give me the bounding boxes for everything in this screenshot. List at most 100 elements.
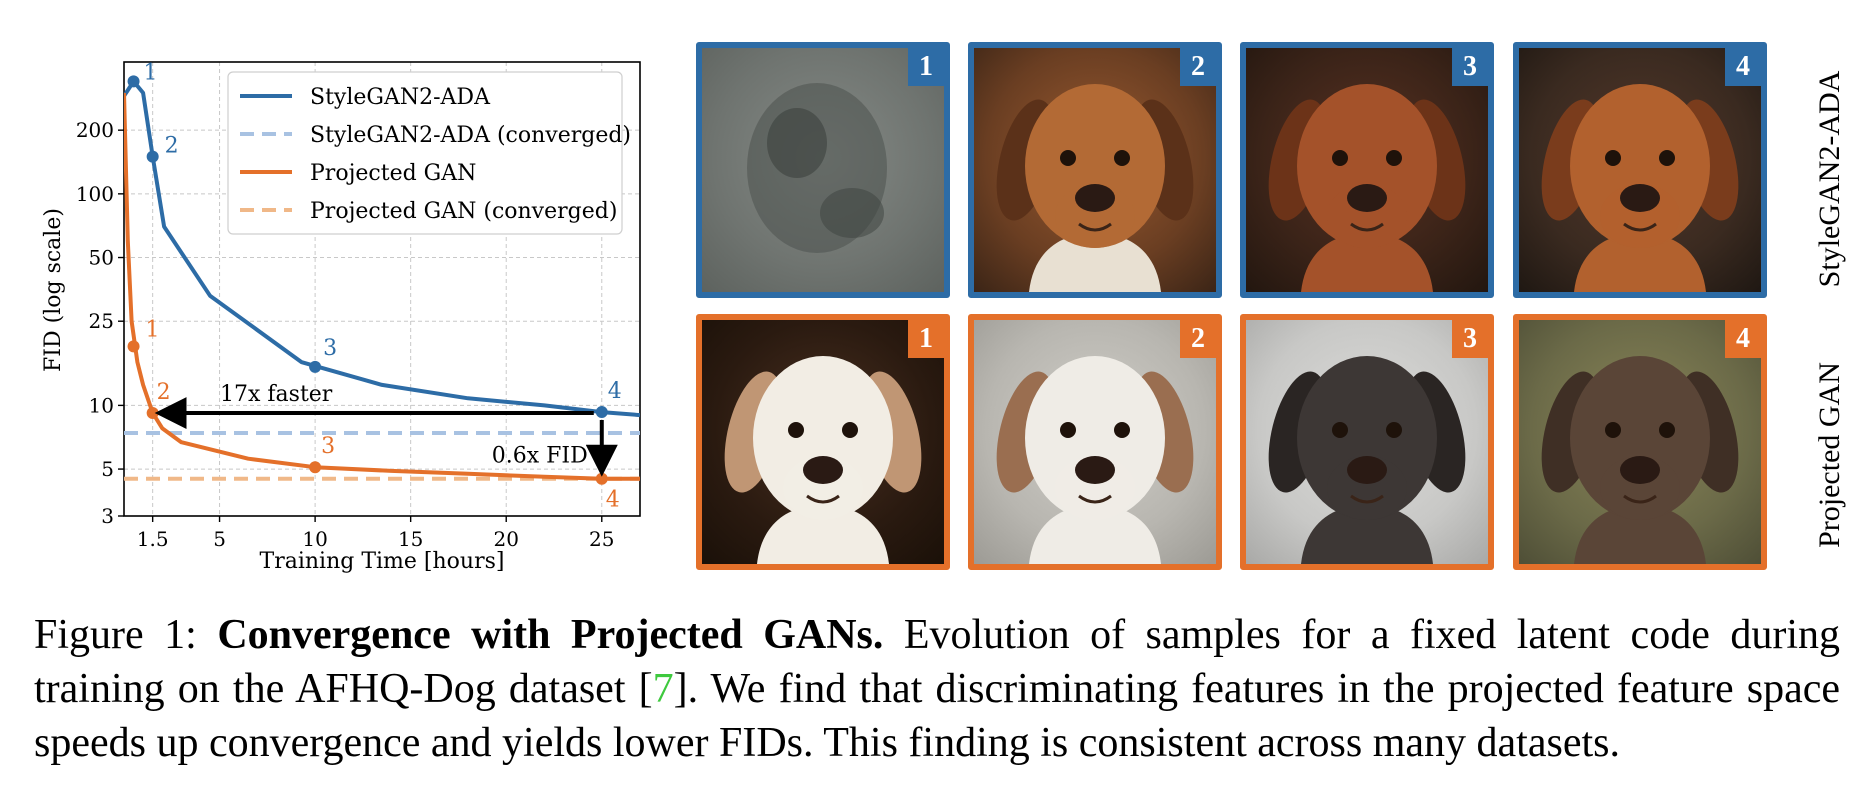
dog-chest bbox=[1574, 233, 1706, 292]
noise-blob bbox=[767, 108, 827, 178]
stylegan-marker bbox=[146, 150, 159, 163]
dog-chest bbox=[1301, 505, 1433, 564]
annotations: 17x faster 0.6x FID bbox=[154, 382, 618, 477]
y-tick-label: 50 bbox=[89, 246, 114, 270]
dog-chest bbox=[1029, 505, 1161, 564]
dog-nose bbox=[1620, 184, 1660, 212]
dog-eye-right bbox=[1659, 150, 1675, 166]
legend-label-projected-converged: Projected GAN (converged) bbox=[310, 199, 617, 224]
projected-marker bbox=[127, 340, 140, 353]
faster-annotation: 17x faster bbox=[220, 382, 333, 407]
dog-nose bbox=[1347, 184, 1387, 212]
dog-muzzle bbox=[783, 456, 863, 520]
dog-chest bbox=[757, 505, 889, 564]
figure-caption: Figure 1: Convergence with Projected GAN… bbox=[34, 608, 1840, 770]
dog-eye-right bbox=[1114, 422, 1130, 438]
dog-chest bbox=[1301, 233, 1433, 292]
dog-eye-left bbox=[1332, 422, 1348, 438]
dog-mouth bbox=[806, 494, 840, 504]
fid-annotation: 0.6x FID bbox=[492, 443, 588, 468]
projected-sample-3: 3 bbox=[1240, 314, 1494, 570]
stylegan-marker-label: 3 bbox=[323, 336, 337, 361]
dog-mouth bbox=[1078, 222, 1112, 232]
dog-eye-left bbox=[1605, 150, 1621, 166]
dog-nose bbox=[1075, 456, 1115, 484]
x-tick-label: 20 bbox=[493, 527, 518, 551]
dog-chest bbox=[1574, 505, 1706, 564]
caption-text-2: ]. We find that discriminating features … bbox=[34, 666, 1841, 766]
sample-number-badge: 2 bbox=[1180, 48, 1216, 86]
y-tick-label: 10 bbox=[89, 393, 114, 417]
dog-mouth bbox=[1623, 494, 1657, 504]
dog-eye-left bbox=[788, 422, 804, 438]
dog-eye-left bbox=[1060, 150, 1076, 166]
x-tick-label: 10 bbox=[302, 527, 327, 551]
dog-mouth bbox=[1350, 222, 1384, 232]
series-markers: 1 2 3 4 1 2 3 4 bbox=[127, 60, 622, 513]
dog-eye-right bbox=[1659, 422, 1675, 438]
dog-mouth bbox=[1350, 494, 1384, 504]
sample-number-badge: 1 bbox=[908, 48, 944, 86]
series-lines bbox=[124, 79, 640, 481]
sample-number-badge: 3 bbox=[1452, 320, 1488, 358]
x-tick-label: 5 bbox=[213, 527, 226, 551]
sample-image bbox=[1519, 320, 1761, 564]
sample-number-badge: 4 bbox=[1725, 320, 1761, 358]
stylegan-line bbox=[124, 79, 640, 418]
dog-mouth bbox=[1078, 494, 1112, 504]
projected-marker-label: 2 bbox=[157, 380, 171, 405]
stylegan-sample-1: 1 bbox=[696, 42, 950, 298]
projected-sample-2: 2 bbox=[968, 314, 1222, 570]
projected-marker-label: 1 bbox=[146, 317, 160, 342]
dog-eye-right bbox=[1114, 150, 1130, 166]
dog-muzzle bbox=[1055, 456, 1135, 520]
dog-nose bbox=[803, 456, 843, 484]
projected-marker bbox=[595, 472, 608, 485]
stylegan-marker-label: 4 bbox=[608, 379, 622, 404]
sample-image bbox=[702, 320, 944, 564]
dog-eye-right bbox=[1386, 422, 1402, 438]
dog-mouth bbox=[1623, 222, 1657, 232]
projected-sample-4: 4 bbox=[1513, 314, 1767, 570]
sample-number-badge: 1 bbox=[908, 320, 944, 358]
stylegan-sample-2: 2 bbox=[968, 42, 1222, 298]
legend-label-projected: Projected GAN bbox=[310, 161, 476, 186]
legend: StyleGAN2-ADA StyleGAN2-ADA (converged) … bbox=[227, 71, 631, 235]
sample-number-badge: 4 bbox=[1725, 48, 1761, 86]
sample-image bbox=[702, 48, 944, 292]
legend-box bbox=[227, 71, 623, 235]
caption-label: Figure 1: bbox=[34, 612, 218, 658]
stylegan-sample-4: 4 bbox=[1513, 42, 1767, 298]
projected-marker bbox=[309, 461, 322, 474]
sample-number-badge: 3 bbox=[1452, 48, 1488, 86]
stylegan-marker bbox=[127, 75, 140, 88]
row-label-stylegan: StyleGAN2-ADA bbox=[1813, 70, 1846, 288]
projected-line bbox=[124, 92, 640, 481]
sample-number-badge: 2 bbox=[1180, 320, 1216, 358]
sample-image bbox=[1519, 48, 1761, 292]
noise-blob bbox=[820, 188, 884, 238]
stylegan-sample-3: 3 bbox=[1240, 42, 1494, 298]
axis-ticks: 1.5 5 10 15 20 25 3 5 10 25 50 100 200 bbox=[76, 118, 615, 551]
dog-eye-right bbox=[842, 422, 858, 438]
citation-link[interactable]: 7 bbox=[652, 666, 674, 712]
sample-image bbox=[1246, 320, 1488, 564]
caption-text: Evolution of samples for a fixed latent … bbox=[34, 612, 1840, 712]
dog-muzzle bbox=[1327, 456, 1407, 520]
row-label-projected: Projected GAN bbox=[1813, 362, 1846, 548]
projected-sample-1: 1 bbox=[696, 314, 950, 570]
x-tick-label: 25 bbox=[589, 527, 614, 551]
y-tick-label: 5 bbox=[101, 457, 114, 481]
projected-marker-label: 3 bbox=[321, 434, 335, 459]
dog-eye-left bbox=[1605, 422, 1621, 438]
stylegan-marker-label: 1 bbox=[144, 60, 158, 85]
dog-muzzle bbox=[1600, 456, 1680, 520]
y-tick-label: 200 bbox=[76, 118, 114, 142]
fid-chart: 1.5 5 10 15 20 25 3 5 10 25 50 100 200 1 2 3 4 1 2 3 4 17x … bbox=[41, 60, 641, 574]
dog-eye-right bbox=[1386, 150, 1402, 166]
dog-muzzle bbox=[1327, 184, 1407, 248]
projected-marker-label: 4 bbox=[606, 488, 620, 513]
y-tick-label: 100 bbox=[76, 182, 114, 206]
stylegan-marker-label: 2 bbox=[165, 134, 179, 159]
dog-chest bbox=[1029, 233, 1161, 292]
